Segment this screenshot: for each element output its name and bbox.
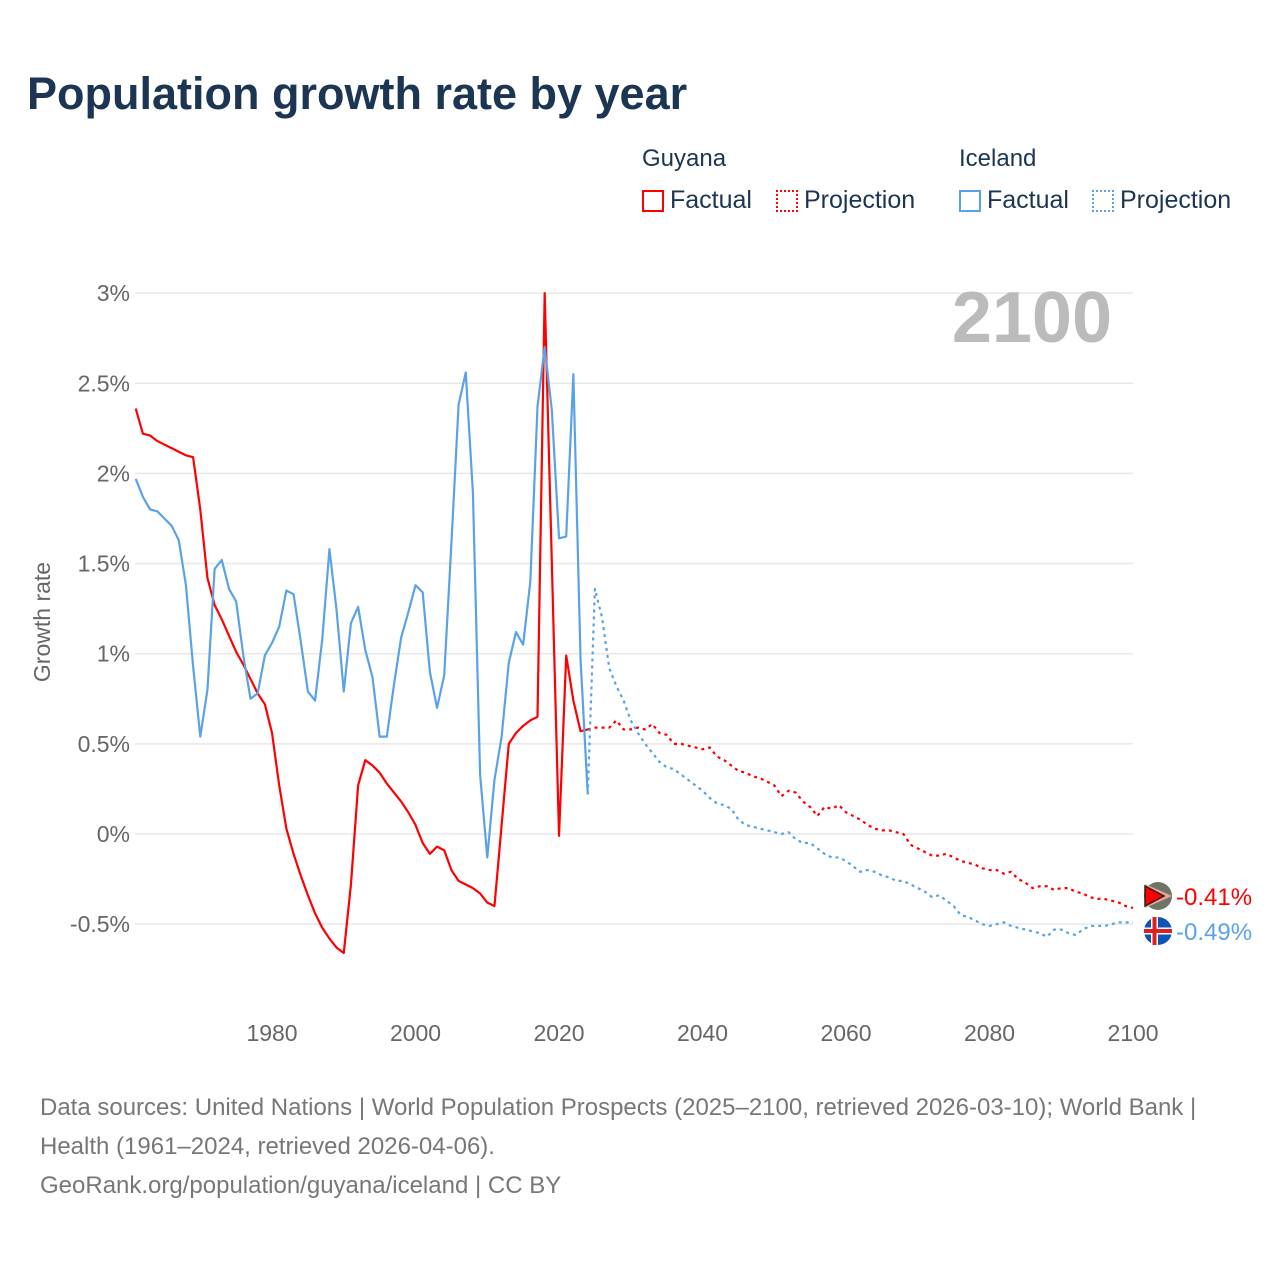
series-line-guyana-projection [587, 719, 1134, 909]
x-tick-label: 2080 [964, 1020, 1015, 1046]
y-tick-label: 1% [97, 641, 130, 667]
series-line-guyana-factual [134, 292, 588, 955]
series-line-iceland-projection [586, 587, 1134, 938]
legend-guyana-factual[interactable]: Factual [642, 186, 752, 215]
legend-iceland-projection[interactable]: Projection [1092, 186, 1231, 215]
y-tick-label: 1.5% [78, 551, 130, 577]
y-tick-label: 2% [97, 460, 130, 486]
legend-iceland-factual[interactable]: Factual [959, 186, 1069, 215]
y-tick-label: -0.5% [70, 911, 130, 937]
y-tick-label: 0.5% [78, 731, 130, 757]
legend-swatch-dotted [1092, 189, 1114, 212]
end-value-label: -0.49% [1176, 919, 1252, 946]
legend-guyana-title: Guyana [642, 145, 727, 172]
x-tick-label: 1980 [246, 1020, 297, 1046]
year-watermark: 2100 [952, 278, 1112, 358]
legend-guyana-projection[interactable]: Projection [776, 186, 915, 215]
attribution-link[interactable]: GeoRank.org/population/guyana/iceland | … [40, 1172, 562, 1199]
chart-title: Population growth rate by year [27, 68, 688, 119]
series-line-iceland-factual [134, 346, 589, 859]
x-tick-label: 2000 [390, 1020, 441, 1046]
legend-label: Projection [804, 186, 916, 214]
end-value-label: -0.41% [1176, 884, 1252, 911]
guyana-flag-icon [1144, 882, 1172, 910]
footer: Data sources: United Nations | World Pop… [40, 1088, 1240, 1205]
y-tick-label: 0% [97, 821, 130, 847]
y-tick-label: 2.5% [78, 370, 130, 396]
iceland-flag-icon [1144, 917, 1172, 945]
x-tick-label: 2040 [677, 1020, 728, 1046]
legend-label: Factual [670, 186, 752, 214]
y-axis-label: Growth rate [29, 562, 55, 682]
x-tick-label: 2060 [820, 1020, 871, 1046]
legend-label: Projection [1120, 186, 1232, 214]
legend-swatch-solid [642, 189, 664, 212]
legend-swatch-dotted [776, 189, 798, 212]
data-sources: Data sources: United Nations | World Pop… [40, 1094, 1197, 1160]
x-tick-label: 2020 [533, 1020, 584, 1046]
y-tick-label: 3% [97, 280, 130, 306]
legend-label: Factual [987, 186, 1069, 214]
legend-swatch-solid [959, 189, 981, 212]
x-tick-label: 2100 [1107, 1020, 1158, 1046]
legend-iceland-title: Iceland [959, 145, 1037, 172]
